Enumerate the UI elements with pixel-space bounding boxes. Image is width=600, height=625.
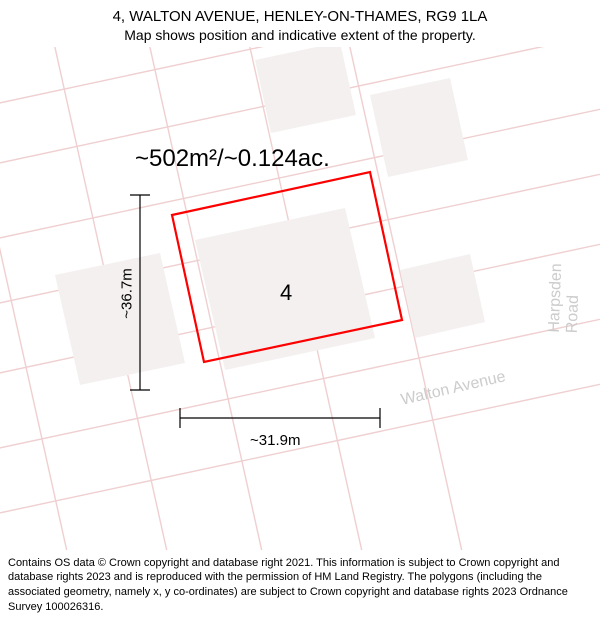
dim-vertical-label: ~36.7m — [119, 268, 136, 318]
page-title: 4, WALTON AVENUE, HENLEY-ON-THAMES, RG9 … — [10, 8, 590, 25]
street-label: Harpsden Road — [546, 262, 584, 333]
plot-number: 4 — [280, 280, 292, 306]
map-svg — [0, 0, 600, 625]
copyright-notice: Contains OS data © Crown copyright and d… — [0, 550, 600, 625]
page-subtitle: Map shows position and indicative extent… — [10, 27, 590, 43]
area-label: ~502m²/~0.124ac. — [135, 145, 330, 173]
dim-horizontal-label: ~31.9m — [250, 432, 300, 449]
header: 4, WALTON AVENUE, HENLEY-ON-THAMES, RG9 … — [0, 0, 600, 47]
map-area: ~502m²/~0.124ac. ~36.7m ~31.9m 4 Walton … — [0, 0, 600, 625]
